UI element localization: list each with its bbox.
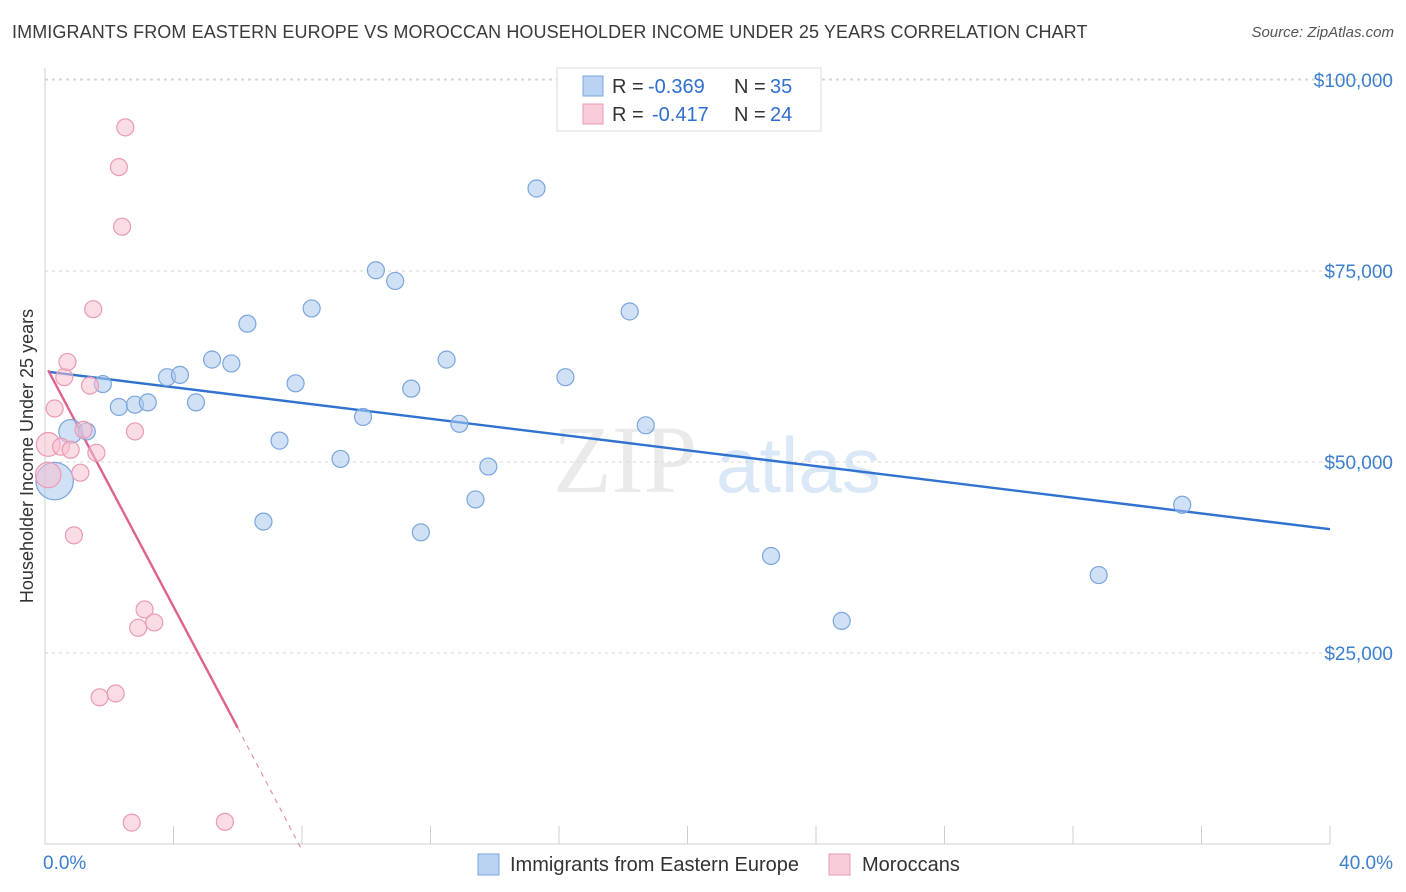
point-1-6 (61, 440, 80, 459)
point-0-21 (402, 379, 421, 398)
point-1-23 (215, 812, 234, 831)
point-0-25 (466, 490, 485, 509)
point-0-34 (1173, 495, 1192, 514)
source-label: Source: ZipAtlas.com (1251, 24, 1394, 41)
y-tick-label-0: $25,000 (1324, 644, 1393, 665)
point-1-15 (109, 157, 128, 177)
point-0-31 (761, 546, 781, 566)
point-0-4 (109, 397, 128, 417)
point-0-30 (636, 416, 655, 435)
point-0-6 (138, 393, 157, 412)
point-1-7 (64, 526, 84, 545)
point-0-11 (222, 354, 241, 373)
legend-pink-n-label: N = (734, 104, 766, 126)
series-legend: Immigrants from Eastern Europe Moroccans (477, 853, 960, 876)
x-tick-label-max: 40.0% (1339, 853, 1393, 874)
point-1-21 (135, 600, 154, 619)
point-0-29 (620, 302, 639, 321)
point-0-10 (202, 350, 222, 369)
point-0-16 (302, 299, 321, 318)
point-1-14 (106, 684, 125, 703)
legend-blue-n-label: N = (734, 76, 766, 98)
point-0-17 (331, 449, 350, 469)
y-tick-label-2: $75,000 (1324, 262, 1393, 283)
point-1-19 (125, 422, 145, 441)
point-1-11 (84, 300, 103, 319)
legend-blue-r-label: R = (612, 76, 644, 98)
legend-pink-r: -0.417 (652, 104, 709, 126)
point-0-18 (353, 407, 373, 427)
watermark: ZIP atlas (553, 406, 881, 513)
legend-pink-n: 24 (770, 104, 792, 126)
correlation-legend: R = -0.369 N = 35 R = -0.417 N = 24 (556, 67, 822, 132)
y-tick-label-3: $100,000 (1314, 71, 1393, 92)
point-1-12 (87, 443, 106, 462)
point-1-18 (122, 813, 141, 832)
point-1-4 (55, 368, 74, 387)
legend-pink-r-label: R = (612, 104, 644, 126)
point-1-9 (74, 420, 93, 440)
point-0-22 (411, 523, 430, 542)
trend-line-dashed-1 (237, 727, 303, 851)
bottom-legend-blue-label: Immigrants from Eastern Europe (510, 854, 799, 876)
point-0-15 (286, 374, 305, 393)
point-0-27 (527, 179, 546, 198)
y-axis-label: Householder Income Under 25 years (17, 309, 37, 603)
chart-title: IMMIGRANTS FROM EASTERN EUROPE VS MOROCC… (12, 22, 1088, 42)
data-points (34, 118, 1192, 832)
point-0-14 (270, 431, 289, 450)
legend-blue-n: 35 (770, 76, 792, 98)
bottom-legend-blue-swatch (477, 853, 500, 876)
point-0-24 (450, 414, 469, 433)
point-0-23 (437, 350, 456, 369)
legend-blue-r: -0.369 (648, 76, 705, 98)
point-1-2 (45, 399, 64, 418)
point-1-5 (58, 352, 77, 372)
point-0-13 (254, 512, 273, 531)
point-0-12 (238, 314, 257, 333)
point-0-20 (386, 271, 405, 291)
axis-ticks: $25,000 $50,000 $75,000 $100,000 0.0% 40.0% (43, 71, 1393, 874)
point-0-19 (366, 261, 385, 280)
watermark-zip: ZIP (553, 406, 697, 513)
gridlines (45, 78, 1392, 654)
point-0-9 (186, 393, 206, 412)
point-1-16 (112, 217, 132, 236)
point-0-26 (479, 457, 498, 476)
point-0-28 (556, 368, 575, 387)
point-1-22 (145, 613, 164, 632)
point-1-20 (129, 618, 148, 637)
point-1-8 (71, 463, 90, 482)
bottom-legend-pink-swatch (828, 853, 851, 876)
point-0-8 (170, 365, 190, 385)
bottom-legend-pink-label: Moroccans (862, 854, 960, 876)
legend-blue-swatch (582, 75, 604, 97)
point-1-0 (34, 461, 62, 489)
legend-pink-swatch (582, 103, 604, 125)
point-1-13 (90, 688, 109, 707)
y-tick-label-1: $50,000 (1324, 453, 1393, 474)
point-0-33 (1089, 565, 1108, 585)
point-1-10 (80, 376, 100, 395)
trend-line-0 (48, 370, 1331, 531)
x-tick-label-min: 0.0% (43, 853, 86, 874)
point-1-17 (116, 118, 135, 137)
point-0-32 (832, 611, 851, 631)
